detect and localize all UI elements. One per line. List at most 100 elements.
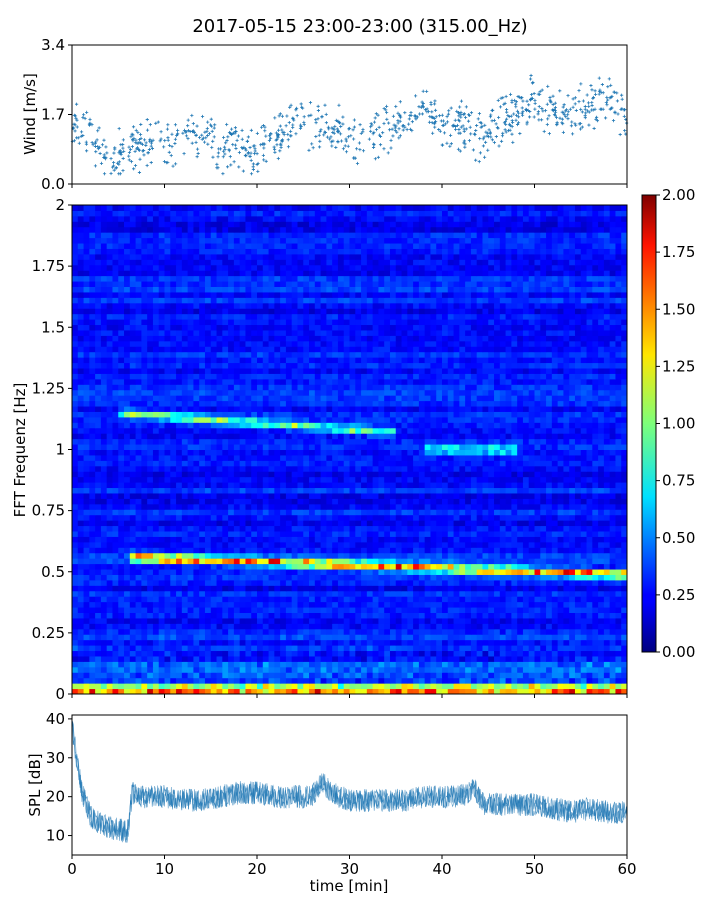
- wind-point: [514, 100, 519, 104]
- spectrogram-cell: [204, 661, 212, 668]
- spectrogram-cell: [482, 552, 489, 559]
- spectrogram-cell: [511, 628, 518, 635]
- spectrogram-cell: [389, 639, 397, 646]
- spectrogram-cell: [563, 590, 570, 597]
- spectrogram-cell: [621, 661, 628, 668]
- spectrogram-cell: [95, 672, 102, 679]
- spectrogram-cell: [447, 492, 455, 499]
- wind-point: [131, 125, 136, 129]
- spectrogram-cell: [343, 574, 350, 581]
- spectrogram-cell: [181, 514, 189, 521]
- spectrogram-cell: [557, 520, 564, 527]
- spectrogram-cell: [314, 487, 322, 494]
- spectrogram-cell: [280, 471, 287, 478]
- spectrogram-cell: [378, 650, 385, 657]
- wind-point: [452, 123, 456, 127]
- spectrogram-cell: [424, 563, 431, 570]
- spectrogram-cell: [465, 585, 472, 592]
- wind-point: [467, 139, 472, 143]
- spectrogram-cell: [77, 471, 85, 478]
- wind-point: [139, 141, 143, 145]
- spectrogram-cell: [83, 531, 90, 537]
- wind-point: [332, 128, 336, 132]
- spectrogram-cell: [389, 509, 397, 516]
- spectrogram-cell: [378, 531, 385, 537]
- spectrogram-cell: [216, 471, 223, 478]
- spectrogram-cell: [210, 607, 218, 613]
- spectrogram-cell: [170, 655, 177, 662]
- wind-point: [526, 108, 530, 112]
- spectrogram-cell: [389, 601, 397, 608]
- spectrogram-cell: [135, 688, 142, 695]
- wind-point: [547, 114, 551, 118]
- spectrogram-cell: [95, 547, 102, 554]
- spectrogram-cell: [603, 634, 611, 641]
- wind-point: [346, 144, 350, 148]
- spectrogram-cell: [124, 503, 131, 510]
- spectrogram-cell: [141, 672, 148, 679]
- spectrogram-cell: [176, 547, 183, 554]
- spectrogram-cell: [401, 471, 408, 478]
- spectrogram-cell: [257, 460, 264, 467]
- spectrogram-cell: [158, 628, 165, 635]
- spectrogram-cell: [245, 590, 252, 597]
- spectrogram-cell: [482, 509, 489, 516]
- spectrogram-cell: [100, 645, 108, 652]
- spectrogram-cell: [262, 536, 270, 543]
- spectrogram-cell: [511, 688, 518, 695]
- spectrogram-cell: [361, 677, 368, 684]
- wind-point: [407, 117, 411, 121]
- spectrogram-cell: [239, 514, 246, 521]
- spectrogram-cell: [384, 547, 391, 554]
- spectrogram-cell: [147, 569, 154, 575]
- spectrogram-cell: [193, 569, 200, 575]
- spectrogram-cell: [569, 509, 576, 516]
- wind-point: [154, 121, 158, 125]
- spectrogram-cell: [176, 509, 183, 516]
- spectrogram-cell: [511, 476, 518, 483]
- spectrogram-cell: [609, 536, 616, 543]
- spectrogram-cell: [204, 628, 212, 635]
- spectrogram-cell: [442, 536, 449, 543]
- spectrogram-cell: [592, 628, 599, 635]
- spectrogram-cell: [280, 514, 287, 521]
- spectrogram-cell: [274, 672, 281, 679]
- spectrogram-cell: [141, 552, 148, 559]
- spectrogram-cell: [378, 655, 385, 662]
- spectrogram-cell: [586, 634, 593, 641]
- spectrogram-cell: [580, 541, 588, 548]
- spectrogram-cell: [83, 639, 90, 646]
- spectrogram-cell: [297, 482, 304, 489]
- spectrogram-cell: [72, 612, 79, 619]
- spectrogram-cell: [158, 645, 165, 652]
- spectrogram-cell: [251, 590, 258, 597]
- spectrogram-cell: [465, 574, 472, 581]
- spectrogram-cell: [621, 536, 628, 543]
- spectrogram-cell: [158, 623, 165, 630]
- spectrogram-cell: [442, 498, 449, 505]
- spectrogram-cell: [181, 683, 189, 690]
- wind-point: [233, 126, 238, 130]
- spectrogram-cell: [303, 579, 310, 586]
- spectrogram-cell: [528, 628, 535, 635]
- spectrogram-cell: [135, 617, 142, 624]
- wind-point: [132, 167, 136, 171]
- spectrogram-cell: [314, 536, 322, 543]
- wind-point: [494, 122, 498, 126]
- spectrogram-cell: [603, 514, 611, 521]
- spectrogram-cell: [274, 634, 281, 641]
- spectrogram-cell: [534, 688, 541, 695]
- spectrogram-cell: [152, 465, 160, 472]
- spectrogram-cell: [580, 645, 588, 652]
- wind-point: [421, 89, 425, 93]
- spectrogram-cell: [309, 677, 316, 684]
- wind-point: [613, 111, 617, 115]
- spectrogram-cell: [118, 672, 125, 679]
- spectrogram-cell: [89, 655, 96, 662]
- spectrogram-cell: [210, 661, 218, 668]
- spectrogram-cell: [395, 520, 403, 527]
- spectrogram-cell: [222, 650, 229, 657]
- spectrogram-cell: [372, 601, 379, 608]
- wind-point: [209, 124, 214, 128]
- spectrogram-cell: [158, 617, 165, 624]
